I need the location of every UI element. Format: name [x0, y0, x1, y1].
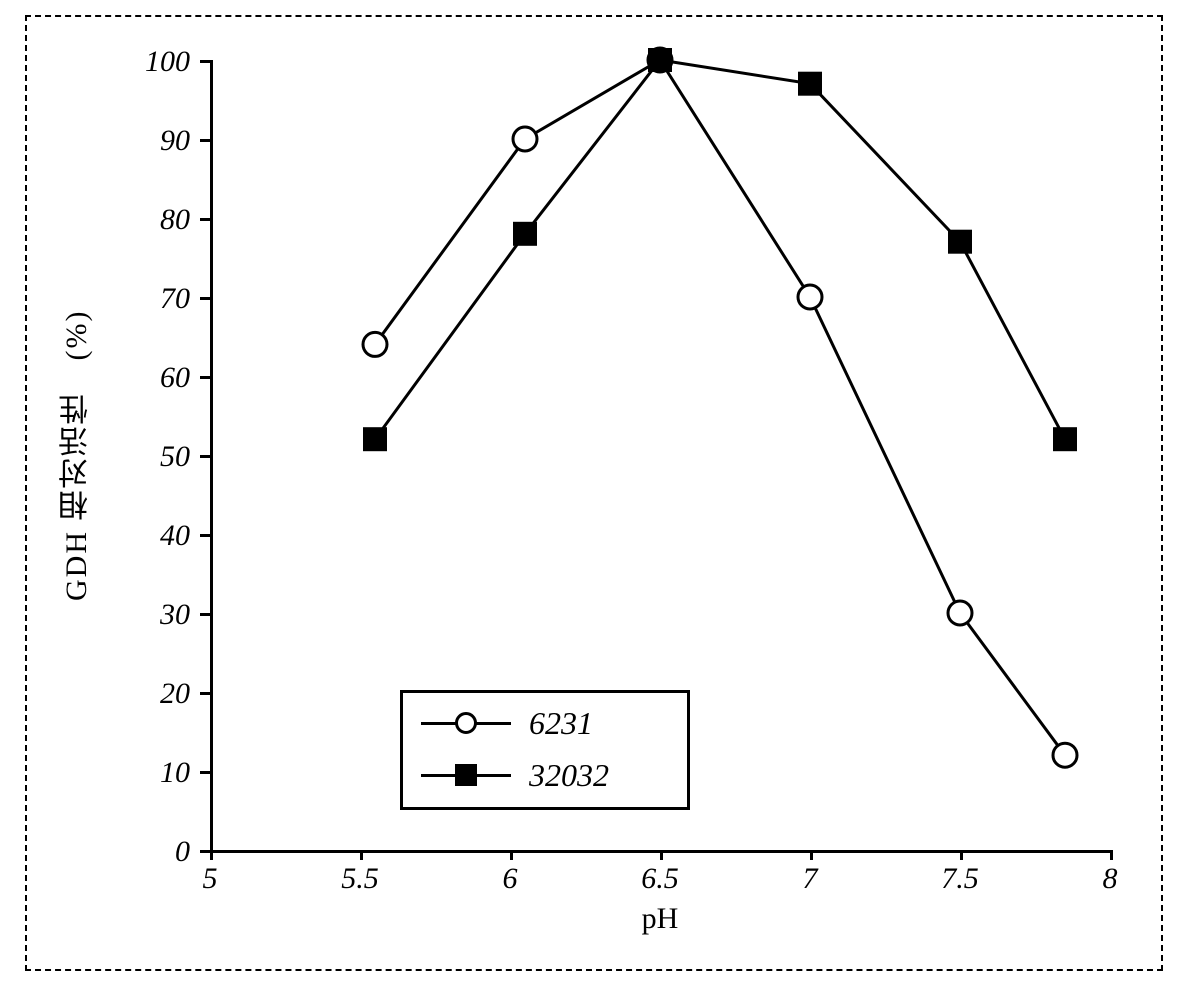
legend: 6231 32032 [400, 690, 690, 810]
legend-line-sample [421, 722, 511, 725]
y-tick-label: 90 [110, 124, 190, 158]
filled-square-icon [363, 427, 387, 451]
x-tick [1110, 850, 1113, 860]
legend-line-sample [421, 774, 511, 777]
x-tick-label: 7.5 [910, 862, 1010, 896]
y-tick [200, 60, 210, 63]
y-tick [200, 692, 210, 695]
y-tick-label: 60 [110, 361, 190, 395]
filled-square-icon [648, 48, 672, 72]
x-tick-label: 6 [460, 862, 560, 896]
x-tick [360, 850, 363, 860]
x-tick [960, 850, 963, 860]
filled-square-icon [798, 72, 822, 96]
legend-label-6231: 6231 [529, 707, 593, 739]
y-tick-label: 30 [110, 598, 190, 632]
y-tick-label: 80 [110, 203, 190, 237]
y-tick-label: 20 [110, 677, 190, 711]
y-tick [200, 534, 210, 537]
open-circle-icon [455, 712, 477, 734]
y-tick-label: 100 [110, 45, 190, 79]
y-tick-label: 0 [110, 835, 190, 869]
y-tick [200, 613, 210, 616]
x-axis-label: pH [610, 902, 710, 936]
y-axis-label: GDH 相对活性 (%) [55, 265, 99, 645]
x-tick-label: 6.5 [610, 862, 710, 896]
filled-square-icon [1053, 427, 1077, 451]
y-tick [200, 771, 210, 774]
y-tick [200, 297, 210, 300]
filled-square-icon [455, 764, 477, 786]
filled-square-icon [513, 222, 537, 246]
y-tick [200, 139, 210, 142]
y-tick [200, 218, 210, 221]
plot-area: 6231 32032 55.566.577.580102030405060708… [210, 60, 1110, 850]
open-circle-icon [1053, 743, 1077, 767]
y-tick [200, 455, 210, 458]
y-tick [200, 850, 210, 853]
y-tick [200, 376, 210, 379]
open-circle-icon [513, 127, 537, 151]
y-tick-label: 40 [110, 519, 190, 553]
x-tick-label: 7 [760, 862, 860, 896]
legend-item-6231: 6231 [421, 707, 593, 739]
y-tick-label: 10 [110, 756, 190, 790]
y-tick-label: 70 [110, 282, 190, 316]
x-tick-label: 8 [1060, 862, 1160, 896]
x-tick [210, 850, 213, 860]
series-line-6231 [375, 60, 1065, 755]
open-circle-icon [948, 601, 972, 625]
x-tick [660, 850, 663, 860]
x-tick-label: 5.5 [310, 862, 410, 896]
open-circle-icon [798, 285, 822, 309]
filled-square-icon [948, 230, 972, 254]
open-circle-icon [363, 332, 387, 356]
x-tick [510, 850, 513, 860]
x-tick [810, 850, 813, 860]
legend-label-32032: 32032 [529, 759, 609, 791]
legend-item-32032: 32032 [421, 759, 609, 791]
y-tick-label: 50 [110, 440, 190, 474]
